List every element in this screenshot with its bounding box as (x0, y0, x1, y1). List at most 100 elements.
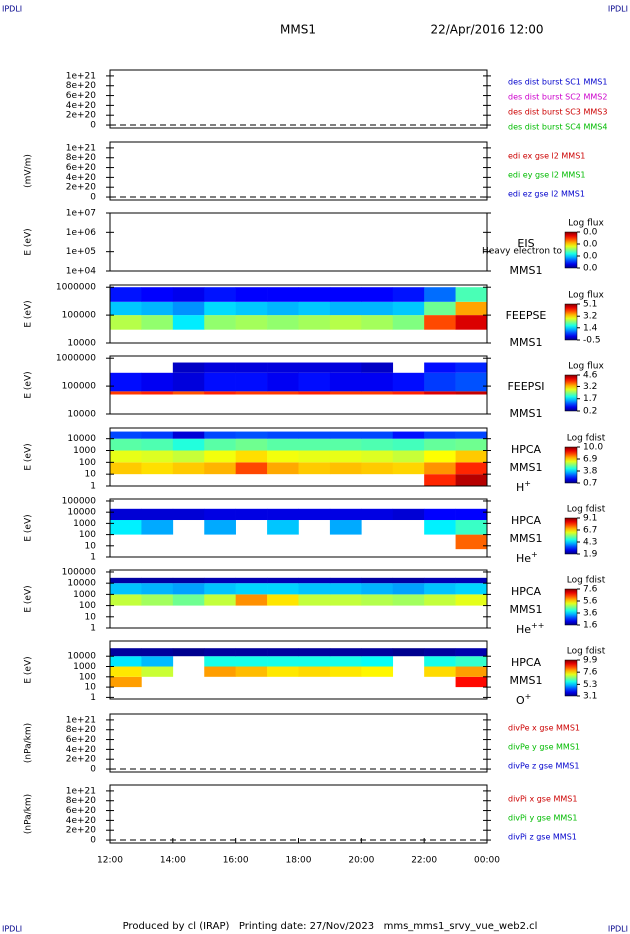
colorbar-tick-label: 7.6 (583, 585, 598, 595)
spectrogram-cell (424, 520, 456, 535)
colorbar-tick-label: 1.4 (583, 323, 598, 333)
plot-frame (109, 427, 488, 487)
footer: Produced by cl (IRAP) Printing date: 27/… (123, 921, 538, 932)
colorbar (564, 231, 578, 269)
y-tick-label: 2e+20 (66, 826, 97, 836)
colorbar-tick-label: 3.6 (583, 609, 598, 619)
spectrogram-cell (204, 431, 236, 439)
colorbar-tick-label: 10.0 (583, 443, 603, 453)
spectrogram-cell (235, 656, 268, 667)
spectrogram-cell (204, 656, 236, 667)
spectrogram-cell (267, 666, 299, 677)
spectrogram-cell (392, 301, 425, 316)
spectrogram-cell (329, 648, 362, 657)
spectrogram-cell (455, 656, 488, 667)
spectrogram-cell (267, 301, 299, 316)
spectrogram-cell (235, 462, 268, 475)
spectrogram-cell (235, 508, 268, 521)
ion-charge: ++ (531, 621, 544, 630)
spectrogram-cell (329, 520, 362, 535)
spectrogram-cell (392, 577, 425, 584)
spectrogram-cell (204, 520, 236, 535)
spectrogram-cell (110, 372, 142, 392)
y-tick-label: 10000 (67, 410, 96, 420)
plot-frame (109, 498, 488, 558)
colorbar-tick-label: -0.5 (583, 336, 601, 346)
spectrogram-cell (204, 508, 236, 521)
colorbar-tick-label: 1.9 (583, 550, 598, 560)
colorbar-title: Log fdist (567, 434, 606, 444)
x-tick-label: 20:00 (348, 856, 374, 866)
y-axis-label: (nPa/km) (24, 794, 34, 834)
spectrogram-cell (172, 438, 205, 451)
spectrogram-cell (361, 648, 394, 657)
spectrogram-cell (267, 656, 299, 667)
spectrogram-cell (361, 450, 394, 463)
y-tick-label: 1000000 (56, 283, 96, 293)
spectrogram-cell (329, 594, 362, 606)
panel-label: EIS (517, 237, 534, 250)
y-tick-label: 8e+20 (66, 796, 97, 806)
plot-frame (109, 569, 488, 629)
legend-entry: divPe z gse MMS1 (508, 762, 579, 771)
plot-frame (109, 713, 488, 773)
y-tick-label: 10 (85, 541, 97, 551)
y-tick-label: 4e+20 (66, 745, 97, 755)
spectrogram-cell (235, 666, 268, 677)
y-tick-label: 1e+06 (66, 228, 97, 238)
spectrogram-cell (110, 520, 142, 535)
legend-entry: divPe x gse MMS1 (508, 724, 580, 733)
spectrogram-cell (141, 438, 174, 451)
spectrogram-cell (455, 583, 488, 595)
y-tick-label: 10000 (67, 434, 96, 444)
spectrogram-cell (424, 315, 456, 330)
spectrogram-cell (361, 301, 394, 316)
spectrogram-cell (204, 450, 236, 463)
spectrogram-cell (235, 577, 268, 584)
spectrogram-cell (455, 287, 488, 302)
spectrogram-cell (172, 450, 205, 463)
panel-label: HPCA (511, 656, 542, 669)
colorbar-tick-label: 1.7 (583, 394, 597, 404)
spectrogram-cell (455, 666, 488, 677)
y-tick-label: 0 (90, 121, 96, 131)
y-tick-label: 1000 (73, 590, 96, 600)
legend-entry: divPi x gse MMS1 (508, 795, 577, 804)
panel-label: FEEPSI (507, 380, 544, 393)
y-tick-label: 10000 (67, 339, 96, 349)
corner-label: IPDLI (608, 925, 628, 934)
spectrogram-cell (267, 391, 299, 395)
chart-title: MMS1 (280, 23, 316, 37)
legend-entry: des dist burst SC2 MMS2 (508, 93, 607, 102)
y-tick-label: 8e+20 (66, 725, 97, 735)
spectrogram-cell (235, 372, 268, 392)
spectrogram-cell (455, 534, 488, 550)
spectrogram-cell (141, 301, 174, 316)
ion: O (516, 694, 525, 707)
spectrogram-cell (329, 287, 362, 302)
spectrogram-cell (361, 287, 394, 302)
y-tick-label: 100 (79, 530, 96, 540)
colorbar-title: Log fdist (567, 505, 606, 515)
spectrogram-cell (110, 666, 142, 677)
y-axis-label: E (eV) (24, 228, 34, 255)
spectrogram-cell (235, 438, 268, 451)
y-tick-label: 0 (90, 836, 96, 846)
ion-label: O+ (516, 692, 531, 708)
spectrogram-cell (267, 577, 299, 584)
spectrogram-cell (424, 372, 456, 392)
spectrogram-cell (455, 508, 488, 521)
y-tick-label: 1e+21 (66, 143, 96, 153)
x-tick-label: 14:00 (160, 856, 186, 866)
spectrogram-cell (204, 391, 236, 395)
spectrogram-cell (110, 656, 142, 667)
spectrogram-cell (110, 577, 142, 584)
corner-label: IPDLI (608, 5, 628, 14)
panel-label: MMS1 (510, 407, 543, 420)
spectrogram-cell (392, 648, 425, 657)
spectrogram-cell (329, 362, 362, 373)
spectrogram-cell (267, 287, 299, 302)
spectrogram-cell (298, 648, 331, 657)
colorbar-tick-label: 5.1 (583, 300, 597, 310)
